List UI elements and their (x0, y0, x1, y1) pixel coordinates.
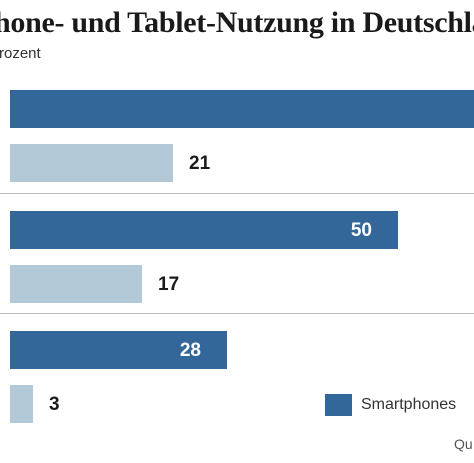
bar-smartphones-1 (10, 90, 474, 128)
bar-value-label: 28 (179, 340, 201, 361)
bar-smartphones-3 (10, 331, 227, 369)
chart-title: hone- und Tablet-Nutzung in Deutschland (0, 6, 474, 39)
source-label: Qu (454, 436, 473, 452)
chart-subtitle: rozent (0, 45, 41, 62)
legend-swatch-smartphones (325, 394, 352, 416)
group-divider (0, 193, 474, 194)
bar-value-label: 17 (158, 274, 180, 295)
bar-value-label: 21 (189, 153, 211, 174)
bar-tablets-1 (10, 144, 173, 182)
bar-smartphones-2 (10, 211, 398, 249)
bar-value-label: 50 (350, 220, 372, 241)
legend-label: Smartphones (361, 396, 457, 413)
bar-value-label: 3 (49, 394, 60, 415)
bar-tablets-3 (10, 385, 33, 423)
bar-tablets-2 (10, 265, 142, 303)
group-divider (0, 313, 474, 314)
legend: Smartphones (325, 394, 456, 416)
